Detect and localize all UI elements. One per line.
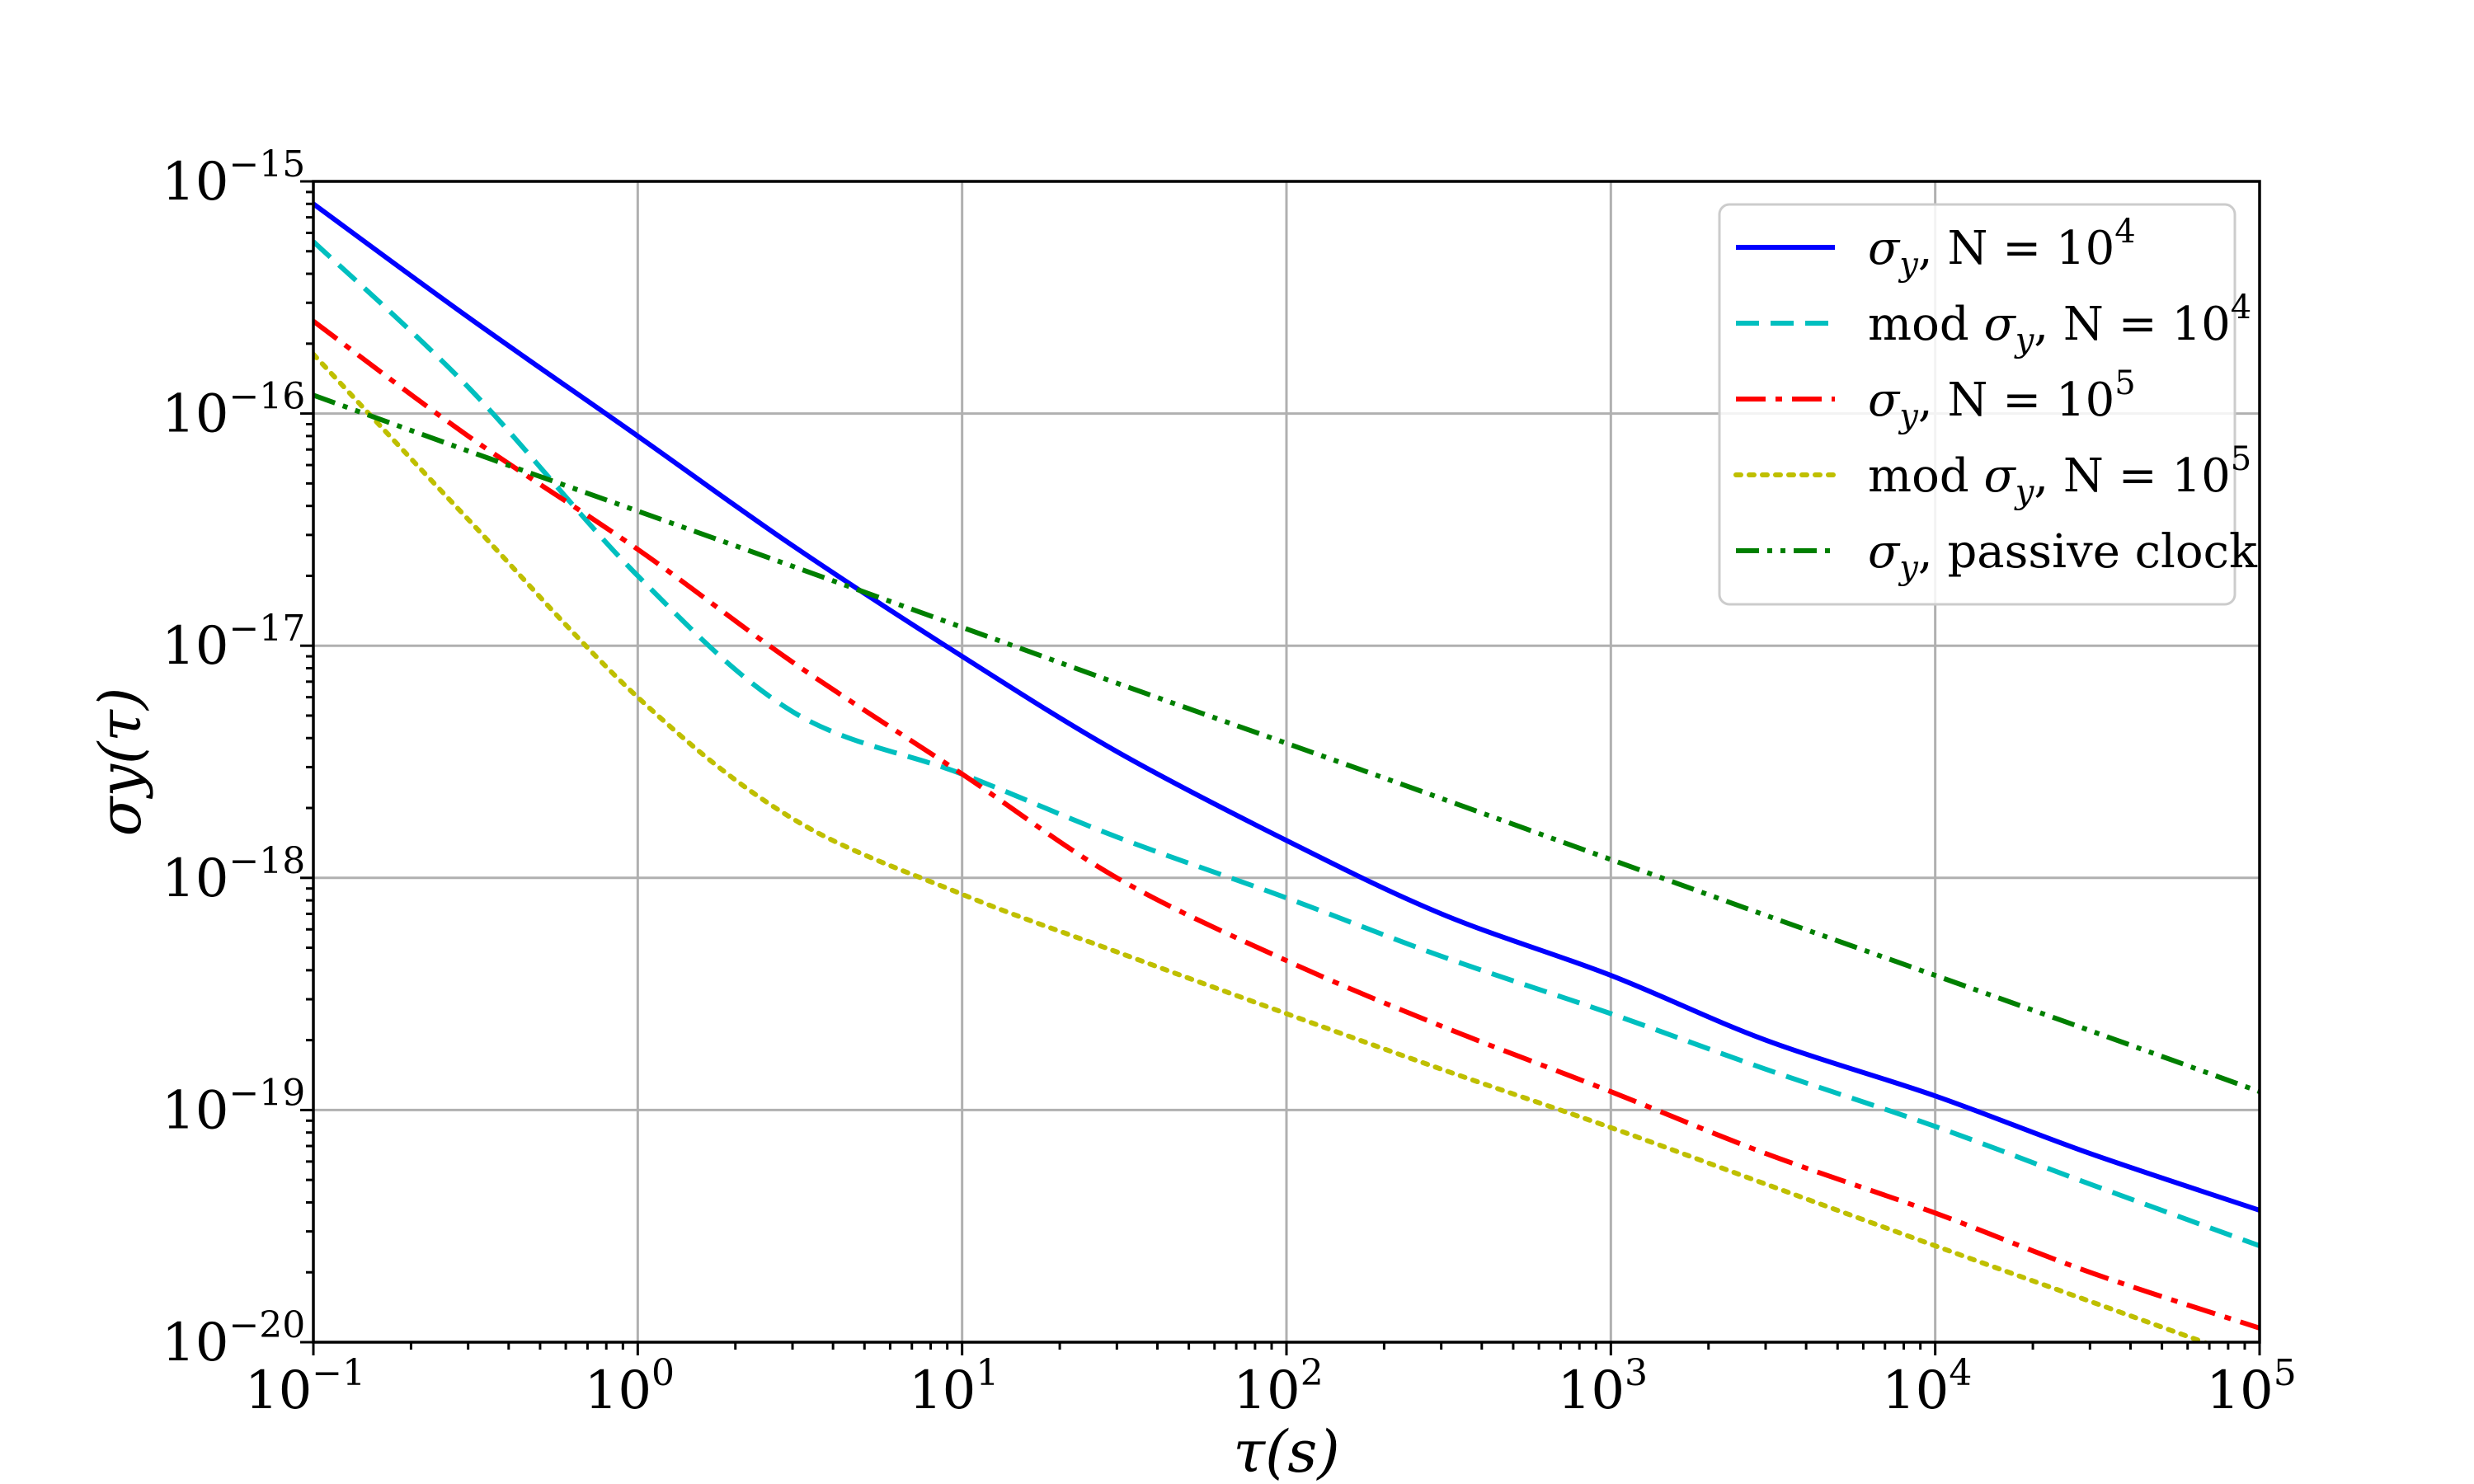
x-tick-base: 10: [909, 1360, 976, 1421]
y-tick-base: 10: [162, 1313, 228, 1374]
legend-rest: , N = 10: [1918, 373, 2114, 427]
series-lines: [313, 201, 2260, 1342]
legend-symbol: σ: [1983, 298, 2016, 351]
y-tick-label: 10−15: [162, 143, 305, 213]
legend-subscript: y: [2014, 473, 2035, 511]
x-tick-label: 10−1: [245, 1352, 365, 1421]
y-tick-label: 10−16: [162, 376, 305, 445]
x-tick-exponent: 5: [2274, 1352, 2297, 1394]
x-tick-label: 104: [1882, 1352, 1972, 1421]
x-tick-exponent: 2: [1300, 1352, 1324, 1394]
y-tick-base: 10: [162, 1080, 228, 1141]
y-tick-label: 10−19: [162, 1072, 305, 1141]
x-tick-label: 101: [909, 1352, 999, 1421]
x-tick-base: 10: [1558, 1360, 1625, 1421]
y-tick-exponent: −20: [228, 1304, 305, 1346]
y-tick-label: 10−17: [162, 608, 305, 677]
y-tick-exponent: −18: [228, 840, 305, 882]
series-line-3: [313, 319, 2260, 1331]
y-tick-base: 10: [162, 616, 228, 677]
series-line-5: [313, 392, 2260, 1094]
x-tick-exponent: 1: [976, 1352, 999, 1394]
legend-label-1: σy, N = 104: [1868, 213, 2136, 284]
legend-subscript: y: [1898, 246, 1919, 284]
legend-label-5: σy, passive clock: [1868, 525, 2258, 587]
y-tick-base: 10: [162, 152, 228, 213]
legend-subscript: y: [1898, 397, 1919, 435]
y-tick-exponent: −15: [228, 143, 305, 186]
legend-symbol: σ: [1868, 373, 1901, 427]
y-axis-label: σy(τ): [87, 688, 154, 837]
y-tick-base: 10: [162, 384, 228, 445]
axis-ticks: [300, 180, 2261, 1355]
x-tick-exponent: −1: [312, 1352, 365, 1394]
legend-rest: , passive clock: [1918, 525, 2258, 579]
y-tick-base: 10: [162, 848, 228, 909]
y-tick-exponent: −19: [228, 1072, 305, 1114]
legend-label-2: mod σy, N = 104: [1868, 289, 2251, 359]
legend-superscript: 5: [2231, 440, 2251, 478]
x-tick-exponent: 3: [1625, 1352, 1648, 1394]
legend-symbol: σ: [1868, 222, 1901, 275]
y-tick-exponent: −16: [228, 376, 305, 418]
x-tick-base: 10: [1233, 1360, 1300, 1421]
y-tick-exponent: −17: [228, 608, 305, 650]
x-tick-base: 10: [1882, 1360, 1949, 1421]
legend-label-3: σy, N = 105: [1868, 364, 2136, 435]
legend-symbol: σ: [1868, 525, 1901, 579]
x-tick-label: 102: [1233, 1352, 1323, 1421]
legend-rest: , N = 10: [2034, 298, 2230, 351]
legend-prefix: mod: [1868, 449, 1983, 503]
series-line-4: [313, 351, 2212, 1342]
legend-symbol: σ: [1983, 449, 2016, 503]
y-tick-label: 10−18: [162, 840, 305, 909]
legend-rest: , N = 10: [1918, 222, 2114, 275]
x-tick-labels: 10−1 100 101 102 103 104 105: [245, 1352, 2297, 1421]
x-axis-label: τ(s): [1233, 1418, 1339, 1484]
legend-label-4: mod σy, N = 105: [1868, 440, 2251, 511]
x-tick-exponent: 4: [1949, 1352, 1972, 1394]
x-tick-label: 105: [2206, 1352, 2296, 1421]
x-tick-exponent: 0: [651, 1352, 675, 1394]
x-tick-label: 103: [1558, 1352, 1648, 1421]
x-tick-base: 10: [2206, 1360, 2273, 1421]
legend-prefix: mod: [1868, 298, 1983, 351]
legend-subscript: y: [2014, 322, 2035, 359]
legend-subscript: y: [1898, 549, 1919, 587]
x-tick-base: 10: [585, 1360, 651, 1421]
series-line-1: [313, 201, 2260, 1213]
legend-box: [1718, 203, 2236, 606]
x-tick-label: 100: [585, 1352, 675, 1421]
x-tick-base: 10: [245, 1360, 312, 1421]
legend-superscript: 5: [2114, 364, 2135, 402]
y-tick-label: 10−20: [162, 1304, 305, 1374]
series-line-2: [313, 239, 2260, 1248]
legend-superscript: 4: [2114, 213, 2135, 251]
legend-rest: , N = 10: [2034, 449, 2230, 503]
legend-superscript: 4: [2231, 289, 2251, 326]
